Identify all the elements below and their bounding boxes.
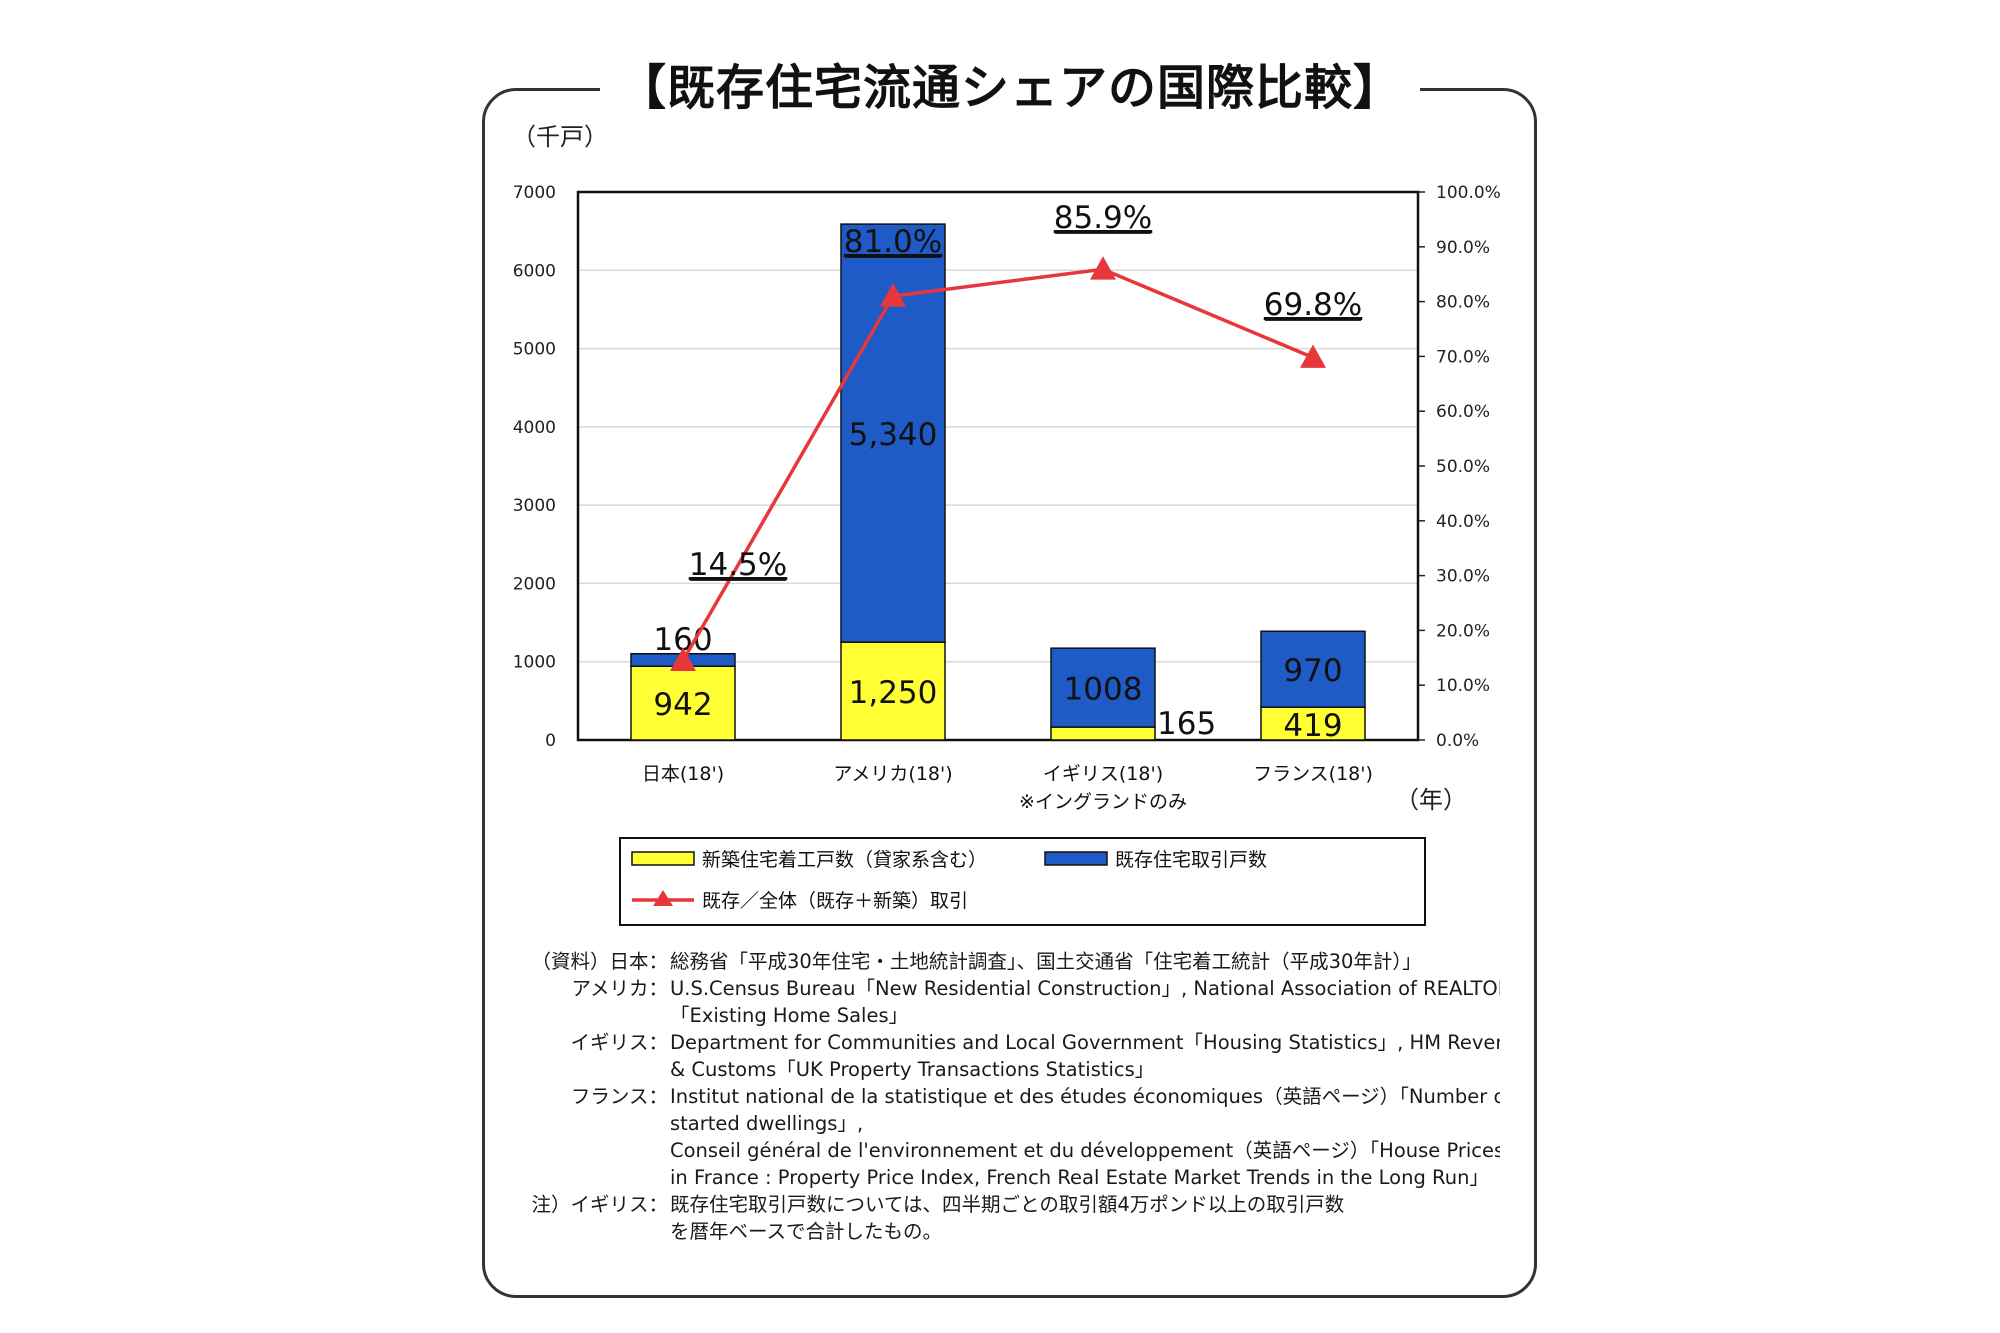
y2-tick-label: 80.0% — [1436, 293, 1490, 313]
source-text: in France : Property Price Index, French… — [670, 1166, 1489, 1189]
y2-tick-label: 100.0% — [1436, 183, 1501, 203]
source-text: Department for Communities and Local Gov… — [670, 1031, 1500, 1054]
y-tick-label: 3000 — [513, 496, 556, 516]
data-label-new: 942 — [653, 687, 712, 723]
data-label-new: 1,250 — [849, 675, 938, 711]
source-text: 総務省「平成30年住宅・土地統計調査」、国土交通省「住宅着工統計（平成30年計）… — [670, 950, 1422, 973]
bar-existing-transactions — [1260, 630, 1366, 708]
legend-label-new: 新築住宅着工戸数（貸家系含む） — [702, 849, 987, 871]
y-tick-label: 1000 — [513, 653, 556, 673]
y2-tick-label: 10.0% — [1436, 676, 1490, 696]
y2-tick-label: 40.0% — [1436, 512, 1490, 532]
share-label: 85.9% — [1054, 200, 1152, 236]
source-text: Institut national de la statistique et d… — [670, 1085, 1500, 1108]
share-marker — [1090, 256, 1116, 280]
legend-label-existing: 既存住宅取引戸数 — [1115, 849, 1267, 871]
share-label: 14.5% — [689, 547, 787, 583]
x-unit-label: （年） — [1395, 786, 1467, 814]
y-tick-label: 0 — [545, 731, 556, 751]
source-text: 既存住宅取引戸数については、四半期ごとの取引額4万ポンド以上の取引戸数 — [670, 1193, 1345, 1216]
y2-tick-label: 50.0% — [1436, 457, 1490, 477]
plot-area — [576, 190, 1420, 742]
source-text: を暦年ベースで合計したもの。 — [670, 1220, 943, 1243]
share-marker — [1300, 344, 1326, 368]
y2-tick-label: 70.0% — [1436, 347, 1490, 367]
y-tick-label: 6000 — [513, 261, 556, 281]
y-tick-label: 5000 — [513, 340, 556, 360]
source-text: Conseil général de l'environnement et du… — [670, 1139, 1500, 1162]
bar-existing-transactions — [1050, 647, 1156, 728]
data-label-new: 165 — [1157, 706, 1216, 742]
source-text: U.S.Census Bureau「New Residential Constr… — [670, 977, 1500, 1000]
y-unit-label: （千戸） — [512, 123, 608, 151]
bar-new-construction — [630, 665, 736, 741]
data-label-new: 419 — [1283, 708, 1342, 744]
data-label-existing: 5,340 — [849, 417, 938, 453]
source-label: イギリス： — [570, 1031, 668, 1054]
y2-tick-label: 60.0% — [1436, 402, 1490, 422]
source-label: （資料）日本： — [531, 950, 668, 973]
source-label: フランス： — [570, 1085, 668, 1108]
chart-title: 【既存住宅流通シェアの国際比較】 — [600, 52, 1420, 124]
share-line — [681, 267, 1314, 662]
share-marker — [670, 647, 696, 671]
share-marker — [880, 283, 906, 307]
bar-new-construction — [840, 641, 946, 741]
y2-tick-label: 30.0% — [1436, 567, 1490, 587]
y-tick-label: 4000 — [513, 418, 556, 438]
legend-swatch-new — [631, 851, 695, 866]
x-category-label: アメリカ(18') — [833, 763, 952, 785]
share-label: 81.0% — [844, 224, 942, 260]
share-label: 69.8% — [1264, 287, 1362, 323]
source-label: アメリカ： — [571, 977, 668, 1000]
source-text: 「Existing Home Sales」 — [670, 1004, 909, 1027]
bar-new-construction — [1260, 706, 1366, 741]
x-category-label: イギリス(18') — [1043, 763, 1163, 785]
x-category-label: 日本(18') — [642, 763, 724, 785]
legend-swatch-existing — [1044, 851, 1108, 866]
source-text: & Customs「UK Property Transactions Stati… — [670, 1058, 1155, 1081]
x-category-label: フランス(18') — [1253, 763, 1373, 785]
source-text: started dwellings」, — [670, 1112, 864, 1135]
data-label-existing: 970 — [1283, 653, 1342, 689]
y2-tick-label: 90.0% — [1436, 238, 1490, 258]
y-tick-label: 7000 — [513, 183, 556, 203]
bar-new-construction — [1050, 726, 1156, 741]
legend-box — [619, 837, 1426, 926]
legend-label-share: 既存／全体（既存＋新築）取引 — [702, 890, 968, 912]
legend-marker-share — [653, 890, 673, 906]
source-label: 注）イギリス： — [531, 1193, 668, 1216]
y2-tick-label: 0.0% — [1436, 731, 1479, 751]
data-label-existing: 1008 — [1064, 672, 1143, 708]
y-tick-label: 2000 — [513, 574, 556, 594]
y2-tick-label: 20.0% — [1436, 621, 1490, 641]
x-category-note: ※イングランドのみ — [1019, 791, 1187, 813]
